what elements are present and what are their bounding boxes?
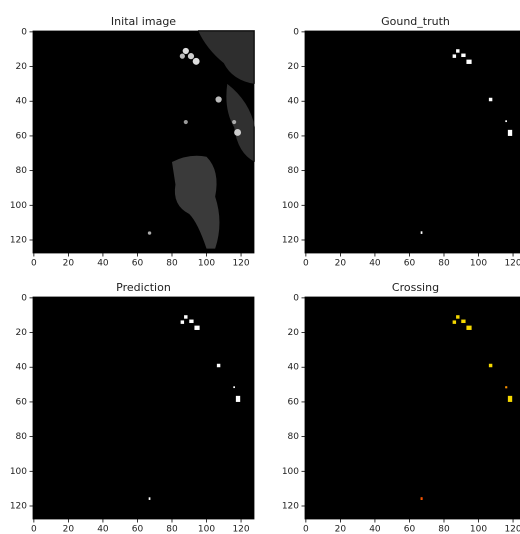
x-tick-label: 60 <box>404 259 416 269</box>
y-tick-label: 60 <box>16 397 28 407</box>
y-tick-label: 120 <box>10 235 27 245</box>
x-tick-label: 120 <box>504 525 520 534</box>
y-tick-label: 40 <box>16 363 28 373</box>
y-tick-label: 80 <box>16 432 28 442</box>
x-tick-label: 80 <box>438 525 450 534</box>
image-background <box>33 297 254 519</box>
x-tick-label: 60 <box>404 525 416 534</box>
subplot: Prediction 0 20 40 60 80 100 120 0 20 40 60 80 100 120 <box>10 281 255 534</box>
x-tick-label: 100 <box>470 259 487 269</box>
x-tick-label: 80 <box>166 525 178 534</box>
subplot-title: Gound_truth <box>381 15 450 28</box>
x-tick-label: 80 <box>166 259 178 269</box>
x-tick-label: 120 <box>232 525 249 534</box>
subplot: Inital image 0 20 40 60 80 100 120 0 20 40 60 80 100 1… <box>10 15 255 269</box>
y-tick-label: 40 <box>288 97 300 107</box>
x-tick-label: 100 <box>470 525 487 534</box>
y-tick-label: 60 <box>288 131 300 141</box>
y-tick-label: 0 <box>21 293 27 303</box>
image-background <box>305 31 520 253</box>
x-tick-label: 0 <box>303 259 309 269</box>
y-tick-label: 120 <box>10 501 27 511</box>
x-tick-label: 0 <box>31 259 37 269</box>
y-tick-label: 60 <box>288 397 300 407</box>
image-content <box>420 497 423 500</box>
axes-frame <box>32 30 255 254</box>
x-tick-label: 100 <box>198 259 215 269</box>
y-tick-label: 100 <box>10 201 27 211</box>
y-tick-label: 60 <box>16 131 28 141</box>
y-tick-label: 80 <box>16 166 28 176</box>
y-tick-label: 20 <box>288 328 300 338</box>
y-tick-label: 20 <box>16 328 28 338</box>
y-tick-label: 0 <box>293 293 299 303</box>
x-tick-label: 120 <box>504 259 520 269</box>
y-tick-label: 120 <box>282 235 299 245</box>
y-tick-label: 20 <box>288 62 300 72</box>
x-tick-label: 20 <box>335 259 347 269</box>
y-tick-label: 100 <box>10 467 27 477</box>
axes-frame <box>304 30 520 254</box>
x-tick-label: 40 <box>97 259 109 269</box>
x-tick-label: 40 <box>97 525 109 534</box>
x-tick-label: 120 <box>232 259 249 269</box>
subplot-title: Prediction <box>116 281 171 294</box>
y-tick-label: 0 <box>21 27 27 37</box>
axes-frame <box>32 296 255 520</box>
subplot: Gound_truth 0 20 40 60 80 100 120 0 20 40 60 80 100 12… <box>282 15 520 269</box>
image-background <box>305 297 520 519</box>
y-tick-label: 20 <box>16 62 28 72</box>
subplot: Crossing 0 20 40 60 80 100 120 0 20 40 60 80 100 120 <box>282 281 520 534</box>
x-tick-label: 0 <box>303 525 309 534</box>
x-tick-label: 100 <box>198 525 215 534</box>
x-tick-label: 80 <box>438 259 450 269</box>
y-tick-label: 40 <box>288 363 300 373</box>
y-tick-label: 80 <box>288 166 300 176</box>
y-tick-label: 0 <box>293 27 299 37</box>
subplot-title: Inital image <box>111 15 176 28</box>
y-tick-label: 100 <box>282 467 299 477</box>
x-tick-label: 20 <box>63 525 75 534</box>
image-content <box>505 386 508 389</box>
y-tick-label: 120 <box>282 501 299 511</box>
x-tick-label: 20 <box>335 525 347 534</box>
x-tick-label: 60 <box>132 259 144 269</box>
x-tick-label: 60 <box>132 525 144 534</box>
y-tick-label: 80 <box>288 432 300 442</box>
y-tick-label: 40 <box>16 97 28 107</box>
x-tick-label: 40 <box>369 259 381 269</box>
x-tick-label: 40 <box>369 525 381 534</box>
subplot-title: Crossing <box>392 281 439 294</box>
x-tick-label: 0 <box>31 525 37 534</box>
image-background <box>33 31 254 253</box>
axes-frame <box>304 296 520 520</box>
y-tick-label: 100 <box>282 201 299 211</box>
x-tick-label: 20 <box>63 259 75 269</box>
